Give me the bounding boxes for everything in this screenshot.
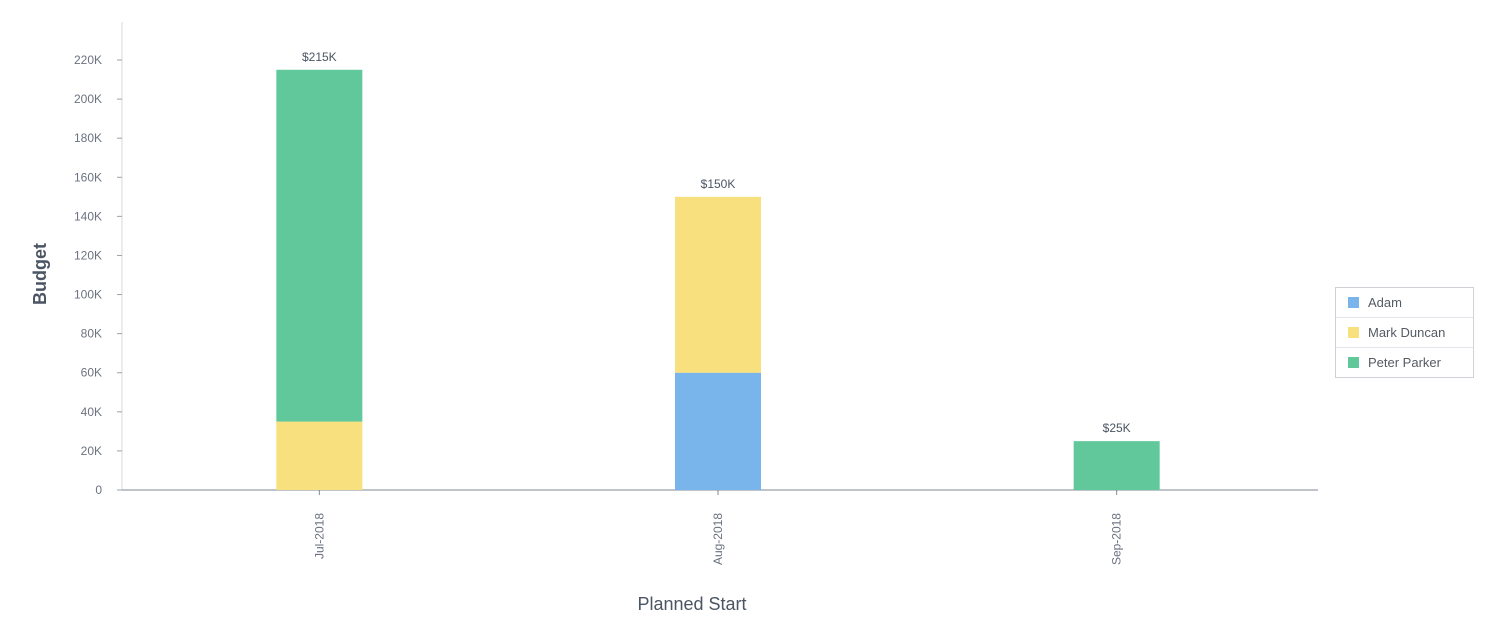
- y-tick-label: 0: [95, 483, 102, 497]
- legend-item-mark-duncan[interactable]: Mark Duncan: [1336, 318, 1473, 348]
- bar-segment-adam[interactable]: [675, 372, 761, 490]
- y-tick-label: 60K: [81, 366, 102, 380]
- x-axis-ticks: Jul-2018 Aug-2018 Sep-2018: [312, 490, 1124, 565]
- y-tick-label: 160K: [74, 170, 102, 184]
- y-tick-label: 20K: [81, 444, 102, 458]
- y-tick-label: 180K: [74, 131, 102, 145]
- y-axis-title: Budget: [30, 243, 50, 305]
- legend-swatch: [1348, 357, 1359, 368]
- legend-item-peter-parker[interactable]: Peter Parker: [1336, 348, 1473, 377]
- x-tick-label: Aug-2018: [711, 513, 725, 565]
- y-tick-label: 120K: [74, 248, 102, 262]
- total-labels: $215K $150K $25K: [302, 50, 1131, 435]
- bar-segment-peter-parker[interactable]: [276, 69, 363, 422]
- y-tick-label: 220K: [74, 53, 102, 67]
- y-tick-label: 200K: [74, 92, 102, 106]
- y-axis-ticks: 0 20K 40K 60K 80K 100K 120K 140K 160K 180K 200K 220…: [74, 53, 122, 497]
- y-tick-label: 140K: [74, 209, 102, 223]
- bar-total-label: $150K: [701, 177, 736, 191]
- legend-label: Adam: [1368, 295, 1402, 310]
- legend-label: Peter Parker: [1368, 355, 1441, 370]
- y-tick-label: 80K: [81, 327, 102, 341]
- bar-segment-mark-duncan[interactable]: [675, 196, 761, 373]
- bar-segment-peter-parker[interactable]: [1073, 441, 1160, 490]
- legend-label: Mark Duncan: [1368, 325, 1446, 340]
- legend: Adam Mark Duncan Peter Parker: [1335, 287, 1474, 378]
- legend-swatch: [1348, 327, 1359, 338]
- x-tick-label: Sep-2018: [1110, 513, 1124, 565]
- bar-segment-mark-duncan[interactable]: [276, 421, 363, 490]
- bar-total-label: $215K: [302, 50, 337, 64]
- x-tick-label: Jul-2018: [312, 513, 326, 559]
- legend-swatch: [1348, 297, 1359, 308]
- y-tick-label: 100K: [74, 288, 102, 302]
- y-tick-label: 40K: [81, 405, 102, 419]
- bar-total-label: $25K: [1103, 421, 1131, 435]
- legend-item-adam[interactable]: Adam: [1336, 288, 1473, 318]
- x-axis-title: Planned Start: [637, 594, 746, 614]
- bars: [276, 69, 1160, 490]
